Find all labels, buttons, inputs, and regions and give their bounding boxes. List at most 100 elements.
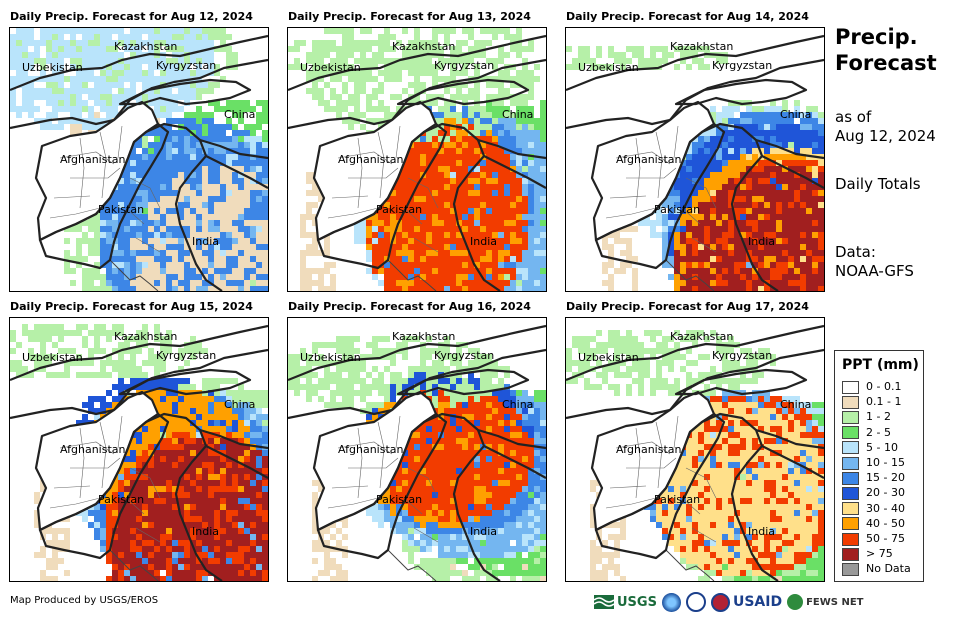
- precip-cell: [262, 262, 268, 268]
- precip-cell: [82, 274, 88, 280]
- precip-cell: [202, 160, 208, 166]
- precip-cell: [154, 166, 160, 172]
- precip-cell: [250, 178, 256, 184]
- precip-cell: [76, 256, 82, 262]
- precip-cell: [124, 214, 130, 220]
- precip-cell: [136, 268, 142, 274]
- precip-cell: [226, 208, 232, 214]
- precip-cell: [142, 208, 148, 214]
- panel-title-aug16: Daily Precip. Forecast for Aug 16, 2024: [288, 300, 531, 313]
- precip-cell: [220, 256, 226, 262]
- precip-cell: [190, 118, 196, 124]
- precip-cell: [208, 148, 214, 154]
- precip-cell: [256, 184, 262, 190]
- precip-cell: [100, 232, 106, 238]
- precip-cell: [232, 160, 238, 166]
- precip-cell: [190, 190, 196, 196]
- precip-cell: [214, 214, 220, 220]
- precip-cell: [220, 166, 226, 172]
- precip-cell: [142, 226, 148, 232]
- precip-cell: [76, 130, 82, 136]
- precip-cell: [124, 238, 130, 244]
- precip-cell: [250, 142, 256, 148]
- precip-cell: [256, 202, 262, 208]
- precip-cell: [196, 274, 202, 280]
- precip-cell: [118, 262, 124, 268]
- precip-cell: [256, 232, 262, 238]
- precip-cell: [82, 238, 88, 244]
- precip-cell: [184, 286, 190, 291]
- precip-cell: [46, 46, 52, 52]
- precip-cell: [172, 160, 178, 166]
- precip-cell: [226, 256, 232, 262]
- precip-cell: [202, 130, 208, 136]
- precip-cell: [154, 184, 160, 190]
- precip-cell: [190, 238, 196, 244]
- precip-cell: [178, 214, 184, 220]
- precip-cell: [154, 286, 160, 291]
- precip-cell: [184, 190, 190, 196]
- precip-cell: [262, 226, 268, 232]
- precip-cell: [52, 82, 58, 88]
- precip-cell: [94, 214, 100, 220]
- precip-cell: [172, 130, 178, 136]
- precip-cell: [208, 154, 214, 160]
- precip-cell: [250, 160, 256, 166]
- precip-cell: [178, 136, 184, 142]
- precip-cell: [148, 160, 154, 166]
- precip-cell: [244, 286, 250, 291]
- precip-cell: [208, 100, 214, 106]
- precip-cell: [214, 64, 220, 70]
- precip-cell: [118, 286, 124, 291]
- precip-cell: [166, 226, 172, 232]
- precip-cell: [148, 178, 154, 184]
- precip-cell: [262, 118, 268, 124]
- precip-cell: [238, 184, 244, 190]
- precip-cell: [244, 208, 250, 214]
- precip-cell: [256, 208, 262, 214]
- precip-cell: [148, 130, 154, 136]
- precip-cell: [208, 268, 214, 274]
- precip-cell: [118, 184, 124, 190]
- precip-cell: [262, 250, 268, 256]
- precip-cell: [130, 160, 136, 166]
- precip-cell: [238, 142, 244, 148]
- precip-cell: [148, 148, 154, 154]
- precip-cell: [208, 166, 214, 172]
- precip-cell: [82, 82, 88, 88]
- precip-cell: [142, 178, 148, 184]
- precip-cell: [256, 256, 262, 262]
- precip-cell: [220, 184, 226, 190]
- precip-cell: [124, 172, 130, 178]
- precip-cell: [154, 250, 160, 256]
- precip-cell: [256, 244, 262, 250]
- precip-cell: [130, 184, 136, 190]
- precip-cell: [262, 256, 268, 262]
- precip-cell: [238, 178, 244, 184]
- precip-cell: [208, 28, 214, 34]
- precip-cell: [130, 220, 136, 226]
- precip-cell: [166, 262, 172, 268]
- precip-cell: [148, 184, 154, 190]
- precip-cell: [232, 100, 238, 106]
- precip-cell: [178, 244, 184, 250]
- precip-cell: [214, 160, 220, 166]
- precip-cell: [244, 256, 250, 262]
- precip-cell: [106, 202, 112, 208]
- precip-cell: [136, 190, 142, 196]
- precip-cell: [106, 280, 112, 286]
- precip-cell: [232, 112, 238, 118]
- precip-cell: [184, 274, 190, 280]
- precip-cell: [262, 100, 268, 106]
- precip-cell: [184, 118, 190, 124]
- precip-cell: [142, 196, 148, 202]
- precip-cell: [160, 70, 166, 76]
- precip-cell: [100, 220, 106, 226]
- precip-cell: [250, 262, 256, 268]
- precip-cell: [190, 280, 196, 286]
- precip-cell: [250, 124, 256, 130]
- precip-cell: [232, 196, 238, 202]
- precip-cell: [136, 196, 142, 202]
- precip-cell: [208, 142, 214, 148]
- precip-cell: [154, 148, 160, 154]
